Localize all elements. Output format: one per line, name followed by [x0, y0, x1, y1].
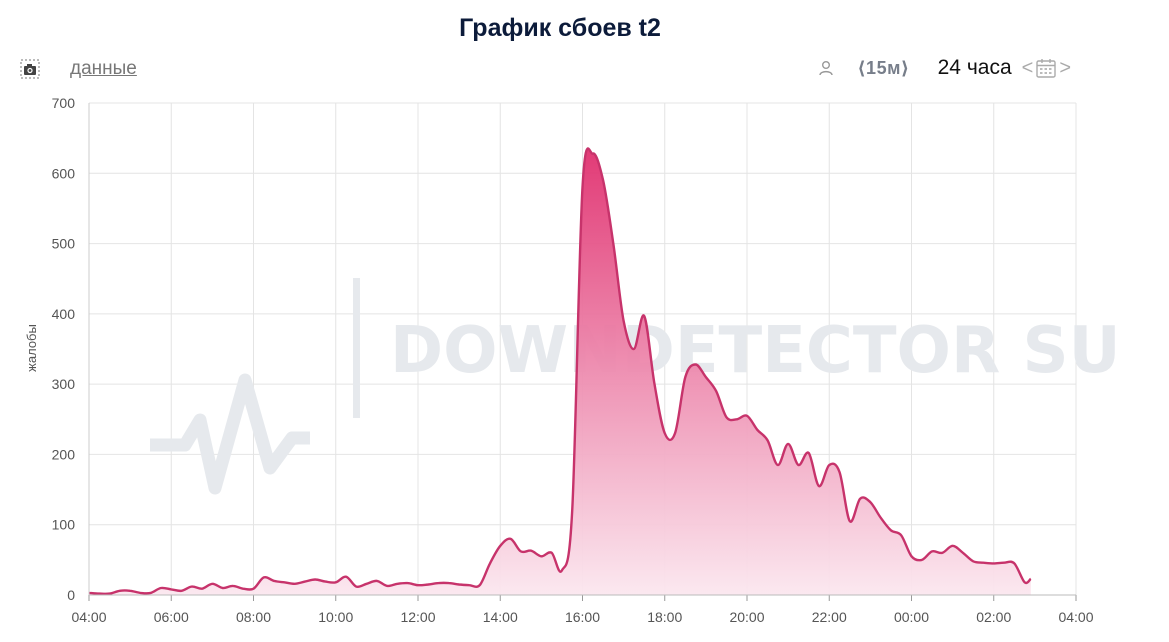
series-line — [88, 147, 1032, 596]
camera-icon[interactable] — [20, 59, 40, 79]
x-tick-label: 10:00 — [318, 609, 353, 625]
y-tick-label: 300 — [52, 376, 76, 392]
y-tick-label: 500 — [52, 236, 76, 252]
data-link[interactable]: данные — [70, 58, 137, 79]
x-tick-label: 12:00 — [400, 609, 435, 625]
range-label[interactable]: 24 часа — [937, 56, 1012, 79]
x-tick-label: 02:00 — [976, 609, 1011, 625]
x-tick-label: 14:00 — [483, 609, 518, 625]
x-tick-label: 04:00 — [71, 609, 106, 625]
x-tick-label: 06:00 — [154, 609, 189, 625]
y-tick-label: 600 — [52, 165, 76, 181]
calendar-icon[interactable] — [1035, 57, 1057, 79]
x-tick-label: 04:00 — [1058, 609, 1093, 625]
x-tick-label: 00:00 — [894, 609, 929, 625]
y-tick-label: 0 — [67, 587, 75, 603]
prev-arrow[interactable]: < — [1021, 56, 1034, 79]
page-title: График сбоев t2 — [459, 14, 661, 42]
x-tick-label: 08:00 — [236, 609, 271, 625]
watermark: DOWNDETECTOR SU — [150, 278, 1121, 495]
watermark-text: DOWNDETECTOR SU — [390, 314, 1121, 388]
series-area-fill — [89, 148, 1031, 595]
user-icon[interactable] — [817, 59, 835, 77]
interval-toggle[interactable]: ⟨15м⟩ — [857, 57, 910, 78]
x-tick-label: 16:00 — [565, 609, 600, 625]
y-axis-label: жалобы — [24, 324, 39, 372]
next-arrow[interactable]: > — [1059, 56, 1071, 79]
complaints-chart: DOWNDETECTOR SU 0 100 200 300 400 500 600 700 04… — [24, 95, 1121, 625]
toolbar-left: данные — [20, 58, 137, 80]
toolbar-right: ⟨15м⟩ 24 часа < > — [817, 56, 1071, 80]
x-tick-label: 18:00 — [647, 609, 682, 625]
series-area — [88, 147, 1032, 596]
y-tick-label: 400 — [52, 306, 76, 322]
axes: 0 100 200 300 400 500 600 700 04:00 06:00 08:00 10:… — [52, 95, 1094, 625]
x-tick-label: 22:00 — [812, 609, 847, 625]
y-tick-label: 200 — [52, 446, 76, 462]
y-tick-label: 100 — [52, 517, 76, 533]
y-tick-label: 700 — [52, 95, 76, 111]
x-tick-label: 20:00 — [729, 609, 764, 625]
